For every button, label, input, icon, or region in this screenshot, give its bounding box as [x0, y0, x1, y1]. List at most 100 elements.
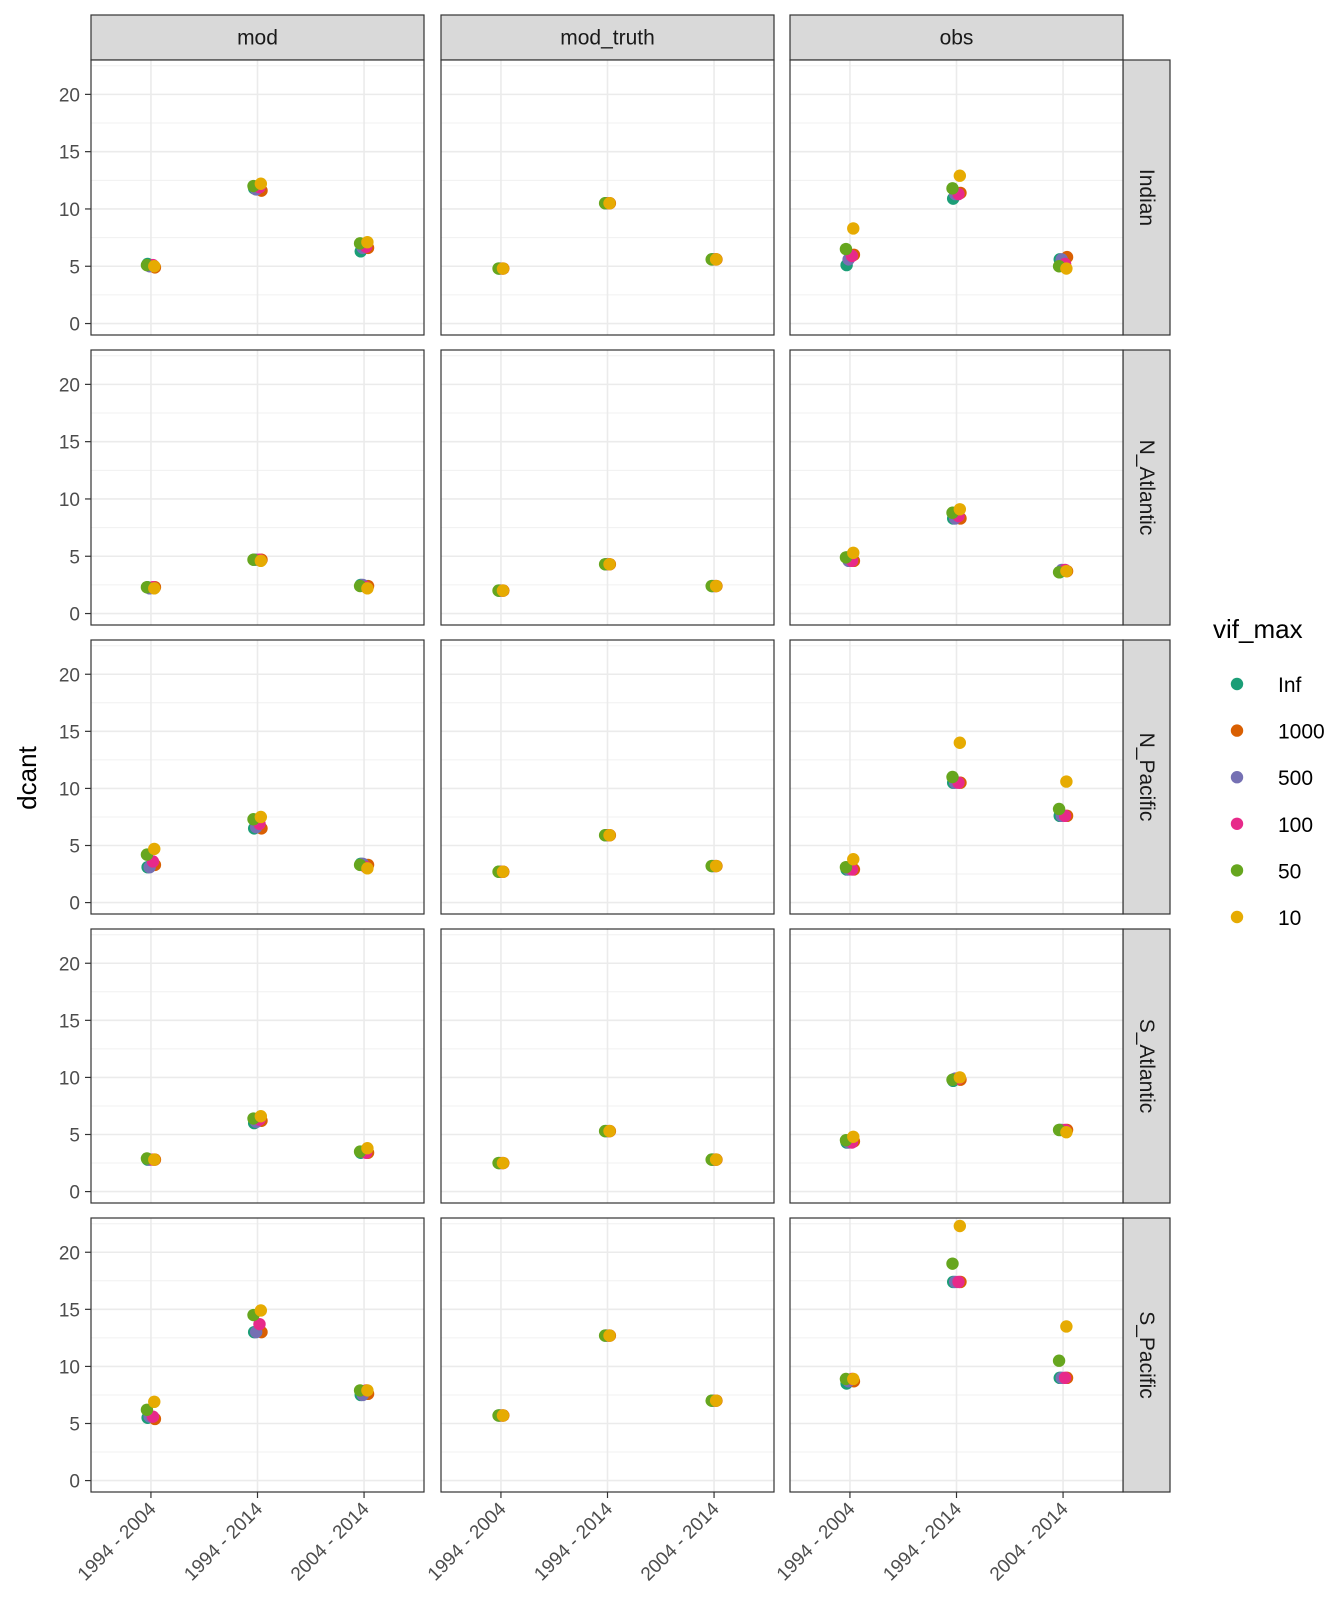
y-tick-label: 20	[59, 85, 80, 106]
y-tick-label: 10	[59, 1357, 80, 1378]
panel-obs-indian	[789, 59, 1124, 336]
column-strip-mod	[90, 14, 425, 61]
data-point-10	[148, 1153, 161, 1166]
data-point-10	[361, 862, 374, 875]
legend-label-500: 500	[1278, 767, 1313, 790]
legend: vif_max Inf 1000 500 100 50 10	[1213, 614, 1325, 930]
row-strip-label: N_Pacific	[1135, 733, 1158, 822]
panel-border	[789, 349, 1124, 626]
panel-obs-s-atlantic	[789, 928, 1124, 1204]
panel-mod-truth-n-pacific	[440, 639, 775, 915]
data-point-10	[361, 1384, 374, 1397]
panel-obs-s-pacific	[789, 1217, 1124, 1493]
data-point-10	[1060, 775, 1073, 788]
data-point-10	[496, 1409, 510, 1422]
data-point-10	[148, 582, 161, 595]
data-point-10	[1060, 262, 1073, 275]
data-point-50	[946, 1257, 959, 1270]
panel-obs-n-pacific	[789, 639, 1124, 915]
data-point-10	[847, 546, 860, 560]
row-strip-n-atlantic	[1122, 349, 1171, 626]
column-strip-label: mod	[237, 27, 278, 50]
legend-key-500	[1230, 771, 1244, 784]
y-tick-label: 15	[59, 433, 80, 454]
data-point-10	[953, 1219, 967, 1233]
data-point-10	[709, 1394, 723, 1407]
data-point-10	[254, 554, 268, 568]
data-point-10	[148, 842, 161, 856]
data-point-10	[847, 853, 860, 866]
data-point-10	[847, 1130, 860, 1143]
data-point-10	[496, 865, 510, 878]
data-point-10	[254, 1304, 268, 1317]
panel-border	[440, 928, 775, 1204]
y-tick-label: 5	[69, 1126, 80, 1147]
panel-border	[440, 639, 775, 915]
data-point-10	[148, 1395, 161, 1409]
y-tick-label: 10	[59, 490, 80, 511]
row-strip-n-pacific	[1122, 639, 1171, 915]
data-point-10	[709, 859, 723, 873]
data-point-100	[952, 1275, 965, 1289]
panel-border	[440, 59, 775, 336]
panel-mod-s-pacific	[90, 1217, 425, 1493]
panel-border	[440, 349, 775, 626]
data-point-50	[1052, 1354, 1066, 1367]
data-point-10	[847, 1372, 860, 1386]
legend-label-50: 50	[1278, 860, 1301, 883]
data-point-50	[839, 242, 853, 256]
y-tick-label: 20	[59, 375, 80, 396]
data-point-10	[361, 582, 374, 595]
data-point-50	[946, 182, 959, 195]
panel-mod-indian	[90, 59, 425, 336]
panel-border	[90, 928, 425, 1204]
panel-mod-truth-indian	[440, 59, 775, 336]
data-point-10	[148, 260, 161, 273]
legend-label-10: 10	[1278, 907, 1301, 930]
y-tick-label: 15	[59, 143, 80, 164]
column-strip-obs	[789, 14, 1124, 61]
y-tick-label: 15	[59, 722, 80, 743]
y-axis-title: dcant	[12, 745, 42, 809]
panel-mod-truth-s-atlantic	[440, 928, 775, 1204]
y-tick-label: 10	[59, 1068, 80, 1089]
data-point-10	[254, 177, 268, 190]
row-strip-label: Indian	[1135, 169, 1158, 226]
data-point-10	[953, 503, 967, 516]
y-tick-label: 0	[69, 605, 80, 626]
data-point-10	[709, 253, 723, 266]
y-tick-label: 5	[69, 257, 80, 278]
data-point-10	[953, 736, 967, 749]
data-point-10	[603, 558, 616, 571]
data-point-10	[496, 584, 510, 597]
panel-mod-truth-n-atlantic	[440, 349, 775, 626]
column-strip-mod-truth	[440, 14, 775, 61]
y-tick-label: 15	[59, 1300, 80, 1321]
data-point-10	[603, 197, 616, 210]
data-point-10	[709, 1153, 723, 1166]
y-tick-label: 20	[59, 1243, 80, 1264]
data-point-100	[253, 1317, 266, 1331]
data-point-10	[709, 579, 723, 593]
y-tick-label: 10	[59, 779, 80, 800]
row-strip-label: S_Pacific	[1135, 1311, 1158, 1399]
y-tick-label: 5	[69, 1415, 80, 1436]
panel-border	[90, 349, 425, 626]
y-tick-label: 0	[69, 894, 80, 915]
y-tick-label: 5	[69, 837, 80, 858]
y-tick-label: 0	[69, 1183, 80, 1204]
data-point-10	[254, 810, 268, 824]
y-tick-label: 15	[59, 1011, 80, 1032]
data-point-50	[1052, 802, 1066, 816]
legend-label-1000: 1000	[1278, 721, 1325, 744]
row-strip-indian	[1122, 59, 1171, 336]
data-point-10	[847, 222, 860, 235]
legend-key-inf	[1230, 677, 1244, 691]
data-point-50	[140, 1403, 154, 1417]
row-strip-label: S_Atlantic	[1135, 1019, 1158, 1114]
column-strip-label: mod_truth	[560, 27, 655, 50]
panel-mod-n-atlantic	[90, 349, 425, 626]
panel-obs-n-atlantic	[789, 349, 1124, 626]
data-point-10	[1060, 564, 1073, 578]
panel-border	[90, 639, 425, 915]
